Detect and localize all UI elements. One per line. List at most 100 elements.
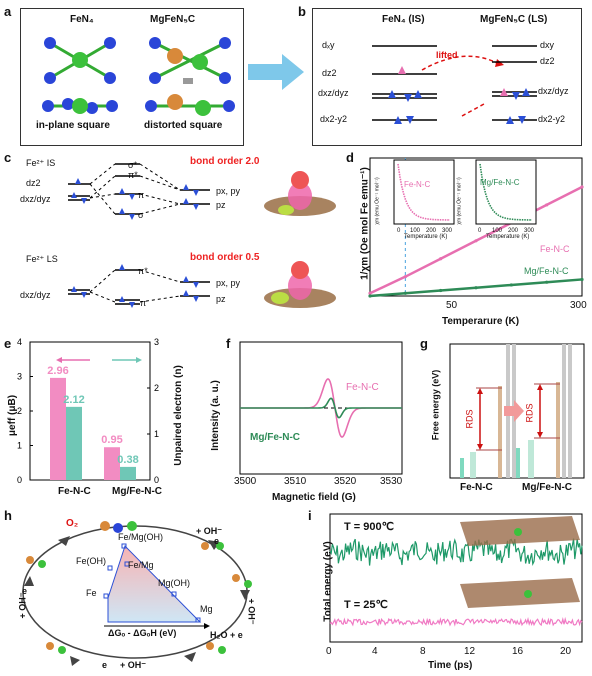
chart-e-ytick-right-label: 2 bbox=[154, 383, 159, 393]
panel-label-f: f bbox=[226, 336, 231, 351]
chart-g bbox=[449, 343, 585, 479]
panel-h-cycle-8: e bbox=[22, 586, 28, 596]
panel-b-level-dx2-right: dx2-y2 bbox=[538, 114, 566, 124]
chart-d bbox=[368, 157, 584, 298]
panel-c: c Fe²⁺ IS Fe²⁺ LS bond order 2.0 bond or… bbox=[0, 148, 350, 330]
panel-a-right-caption: distorted square bbox=[144, 120, 223, 131]
panel-f-series1-label: Fe-N-C bbox=[346, 382, 379, 393]
chart-d-point bbox=[474, 286, 478, 290]
panel-label-i: i bbox=[308, 508, 312, 523]
panel-g-cat-1: Mg/Fe-N-C bbox=[522, 482, 572, 493]
panel-h-pt-feoh: Fe(OH) bbox=[76, 556, 106, 566]
panel-b-level-dxz-right: dxz/dyz bbox=[538, 86, 569, 96]
panel-c-bond-order-ls: bond order 0.5 bbox=[190, 252, 260, 263]
panel-c-pz-ls: pz bbox=[216, 294, 226, 304]
panel-c-dxz-ls: dxz/dyz bbox=[20, 290, 51, 300]
panel-h-cycle-5: + OH⁻ bbox=[120, 660, 147, 670]
panel-d-inset1-xlabel: Temperature (K) bbox=[404, 234, 448, 240]
chart-d-point bbox=[545, 203, 549, 207]
panel-b-right-title: MgFeN₅C (LS) bbox=[480, 14, 548, 25]
panel-b-level-dxy-left: dₓy bbox=[322, 40, 335, 50]
chart-e-ytick-right-label: 3 bbox=[154, 337, 159, 347]
panel-c-pi-star-is: π* bbox=[128, 170, 138, 180]
panel-label-c: c bbox=[4, 150, 12, 165]
panel-d: d Temperarure (K) 1/χm (Oe mol Fe emu⁻¹)… bbox=[346, 148, 592, 330]
chart-d-point bbox=[439, 257, 443, 261]
panel-c-pi-is: π bbox=[138, 190, 145, 200]
chart-e-legend-arrowhead-right bbox=[136, 357, 142, 363]
panel-b-box bbox=[312, 8, 582, 146]
chart-d-point bbox=[545, 280, 549, 284]
chart-d-point bbox=[439, 288, 443, 293]
panel-a: a FeN₄ MgFeN₅C in-plane square distorted… bbox=[0, 0, 592, 150]
panel-d-ylabel: 1/χm (Oe mol Fe emu⁻¹) bbox=[359, 167, 371, 280]
panel-h-pt-fe: Fe bbox=[86, 588, 97, 598]
fen4-structure bbox=[42, 37, 118, 114]
panel-h-cycle-6: e bbox=[102, 660, 108, 670]
spin-density-is bbox=[264, 171, 336, 216]
panel-d-inset1-tick1: 100 bbox=[410, 228, 421, 234]
chart-e-ytick-right-label: 1 bbox=[154, 429, 159, 439]
chart-d-point bbox=[403, 291, 407, 295]
orbital-diagram-b bbox=[372, 45, 537, 124]
panel-d-inset2-tick2: 200 bbox=[508, 228, 519, 234]
chart-e-bar bbox=[120, 466, 136, 480]
panel-c-pz-is: pz bbox=[216, 200, 226, 210]
panel-h-pt-mgoh: Mg(OH) bbox=[158, 578, 190, 588]
chart-f bbox=[239, 341, 403, 475]
panel-d-inset1-ylabel: χm (emu Oe⁻¹ mol⁻¹) bbox=[374, 177, 381, 225]
panel-b-left-title: FeN₄ (IS) bbox=[382, 14, 425, 25]
panel-c-pi-ls: π bbox=[140, 298, 147, 308]
panel-h-cycle-7: + OH⁻ bbox=[17, 592, 28, 619]
panel-e-cat-0: Fe-N-C bbox=[58, 486, 91, 497]
panel-b-level-dx2-left: dx2-y2 bbox=[320, 114, 348, 124]
chart-i-atom bbox=[514, 528, 522, 536]
panel-c-is-title: Fe²⁺ IS bbox=[26, 158, 56, 168]
chart-d-point bbox=[403, 275, 407, 279]
panel-h: h Fe/Mg(OH) Fe(OH) Fe/Mg Mg(OH) Fe Mg ΔG… bbox=[0, 506, 270, 676]
panel-d-series2-label: Mg/Fe-N-C bbox=[524, 266, 569, 276]
chart-d-frame bbox=[369, 157, 583, 297]
panel-c-dxz-is: dxz/dyz bbox=[20, 194, 51, 204]
panel-h-pt-mg: Mg bbox=[200, 604, 213, 614]
chart-e-bar-value: 2.96 bbox=[47, 365, 68, 377]
panel-c-sigma-star: σ* bbox=[128, 160, 138, 170]
chart-e-bar bbox=[50, 377, 66, 480]
mgfen5c-structure bbox=[145, 37, 235, 116]
chart-d-point bbox=[580, 185, 584, 189]
panel-h-pt-femgoh: Fe/Mg(OH) bbox=[118, 532, 163, 542]
chart-e: 0 1 2 3 4 0 1 2 3 2.96 2.12 0.95 0.38 bbox=[17, 337, 159, 485]
chart-e-ytick-label: 4 bbox=[17, 337, 22, 347]
panel-d-xtick-300: 300 bbox=[570, 300, 587, 311]
chart-d-point bbox=[368, 294, 372, 298]
panel-i-t-low: T = 25℃ bbox=[344, 599, 388, 611]
panel-f-xlabel: Magnetic field (G) bbox=[272, 492, 356, 503]
panel-h-cycle-3: + OH⁻ bbox=[246, 598, 257, 625]
chart-e-legend-arrowhead-left bbox=[56, 357, 62, 363]
chart-f-series-2 bbox=[240, 397, 402, 419]
panel-g: g Free energy (eV) RDS RDS Fe-N-C Mg/Fe-… bbox=[410, 330, 592, 510]
panel-label-d: d bbox=[346, 150, 354, 165]
chart-e-bar-value: 0.95 bbox=[101, 434, 122, 446]
panel-e-ylabel-right: Unpaired electron (n) bbox=[172, 365, 184, 466]
panel-f-xtick-2: 3520 bbox=[334, 476, 357, 487]
chart-e-ytick-label: 0 bbox=[17, 475, 22, 485]
chart-e-bar bbox=[66, 406, 82, 480]
panel-label-g: g bbox=[420, 336, 428, 351]
panel-f-xtick-1: 3510 bbox=[284, 476, 307, 487]
panel-i-xtick-4: 16 bbox=[512, 646, 524, 657]
panel-e-ylabel-left: μeff (μB) bbox=[7, 394, 19, 437]
arrow-right-icon bbox=[248, 54, 304, 90]
panel-b-level-dz2-right: dz2 bbox=[540, 56, 555, 66]
chart-e-bar-value: 2.12 bbox=[63, 394, 84, 406]
panel-label-b: b bbox=[298, 4, 306, 19]
chart-e-ytick-label: 1 bbox=[17, 441, 22, 451]
panel-d-inset2-tick1: 100 bbox=[492, 228, 503, 234]
chart-e-bar bbox=[104, 447, 120, 480]
chart-i-atom bbox=[524, 590, 532, 598]
panel-d-xlabel: Temperarure (K) bbox=[442, 316, 520, 327]
panel-b-level-dxy-right: dxy bbox=[540, 40, 555, 50]
panel-i-xtick-3: 12 bbox=[464, 646, 476, 657]
chart-i bbox=[329, 513, 583, 643]
panel-g-rds-0: RDS bbox=[464, 409, 475, 429]
